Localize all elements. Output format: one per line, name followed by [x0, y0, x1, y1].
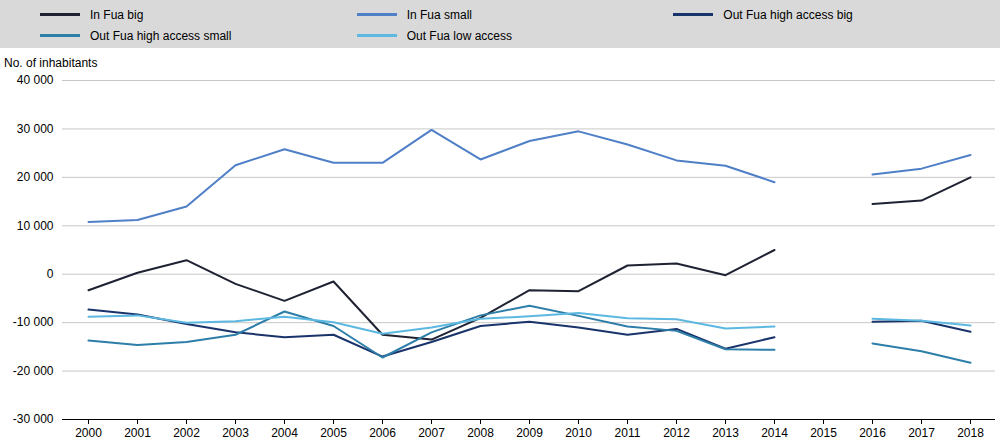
svg-text:2013: 2013	[712, 426, 739, 440]
svg-text:2008: 2008	[467, 426, 494, 440]
svg-text:2010: 2010	[565, 426, 592, 440]
svg-text:0: 0	[47, 267, 54, 281]
html-text:Out Fua high access big: Out Fua high access big	[723, 7, 853, 22]
svg-text:40 000: 40 000	[17, 73, 54, 87]
svg-text:2001: 2001	[124, 426, 151, 440]
svg-text:2004: 2004	[271, 426, 298, 440]
svg-text:-20 000: -20 000	[13, 364, 54, 378]
svg-text:2014: 2014	[761, 426, 788, 440]
svg-text:2012: 2012	[663, 426, 690, 440]
svg-text:2006: 2006	[369, 426, 396, 440]
html-text:Out Fua high access small: Out Fua high access small	[90, 28, 232, 43]
svg-text:2002: 2002	[173, 426, 200, 440]
html-text:No. of inhabitants: No. of inhabitants	[4, 56, 98, 70]
svg-text:2011: 2011	[615, 426, 641, 440]
html-text:Out Fua low access: Out Fua low access	[406, 28, 512, 43]
svg-text:2009: 2009	[516, 426, 543, 440]
svg-text:2018: 2018	[957, 426, 984, 440]
svg-text:-30 000: -30 000	[13, 412, 54, 426]
svg-text:2017: 2017	[908, 426, 935, 440]
html-text:In Fua small: In Fua small	[406, 7, 472, 22]
svg-text:2000: 2000	[75, 426, 102, 440]
svg-text:20 000: 20 000	[17, 170, 54, 184]
svg-text:2016: 2016	[859, 426, 886, 440]
svg-text:2015: 2015	[810, 426, 837, 440]
svg-text:2005: 2005	[320, 426, 347, 440]
svg-text:30 000: 30 000	[17, 122, 54, 136]
svg-text:2007: 2007	[418, 426, 445, 440]
svg-text:10 000: 10 000	[17, 219, 54, 233]
svg-text:-10 000: -10 000	[13, 315, 54, 329]
svg-text:2003: 2003	[222, 426, 249, 440]
html-text:In Fua big: In Fua big	[90, 7, 144, 22]
